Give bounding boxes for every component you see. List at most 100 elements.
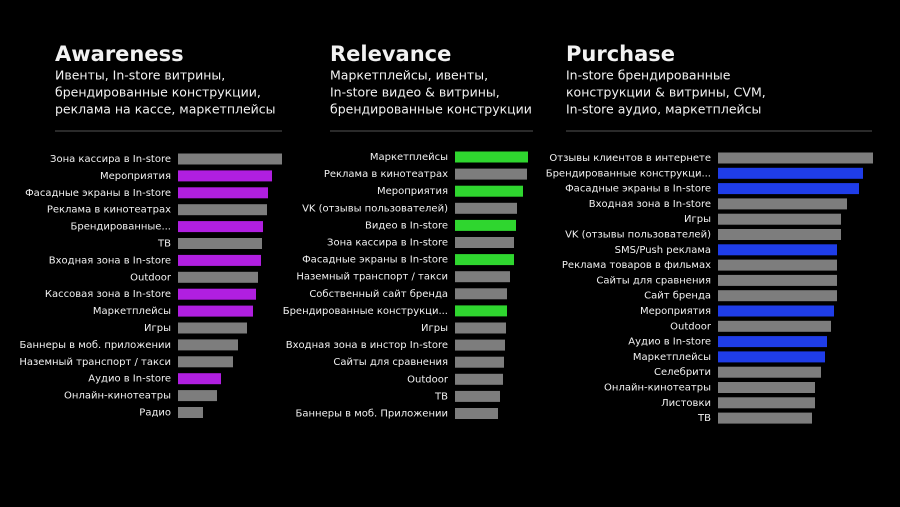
panel-subtitle: Маркетплейсы, ивенты, [330, 68, 488, 83]
bar-label: Мероприятия [377, 186, 448, 197]
bar [178, 390, 217, 402]
bar [718, 320, 831, 332]
bar [718, 351, 825, 363]
bar [178, 339, 238, 351]
bar-label: Аудио в In-store [88, 374, 171, 385]
bar-label: Outdoor [670, 321, 712, 332]
bar-label: Мероприятия [640, 306, 711, 317]
bar-label: ТВ [697, 413, 711, 424]
bar [178, 407, 203, 418]
bar-label: Аудио в In-store [628, 337, 711, 348]
bar-label: Радио [139, 408, 171, 419]
bar [178, 170, 272, 182]
bar [455, 202, 517, 214]
bar-label: Брендированные конструкци... [283, 306, 448, 317]
bar [455, 305, 507, 317]
bar [718, 274, 837, 286]
panel-title: Awareness [55, 42, 184, 66]
bar [455, 356, 504, 368]
bar-label: VK (отзывы пользователей) [565, 230, 711, 241]
bar [178, 356, 233, 368]
bar-label: Зона кассира в In-store [327, 238, 448, 249]
bar [718, 183, 859, 195]
bar [178, 221, 263, 233]
bar-label: Входная зона в In-store [589, 199, 711, 210]
bar-label: Реклама в кинотеатрах [47, 205, 171, 216]
panel-subtitle: In-store видео & витрины, [330, 85, 500, 100]
panel-subtitle: In-store аудио, маркетплейсы [566, 102, 761, 117]
bar-label: Маркетплейсы [93, 306, 171, 317]
bar [718, 167, 863, 179]
bar [178, 373, 221, 385]
bar [718, 366, 821, 378]
bar-label: Сайты для сравнения [596, 275, 711, 286]
bar [455, 288, 507, 300]
panel-title: Relevance [330, 42, 451, 66]
bar [455, 339, 505, 351]
bar [178, 238, 262, 249]
bar [455, 151, 528, 163]
bar-label: Зона кассира в In-store [50, 154, 171, 165]
bar [718, 290, 837, 302]
bar-label: Наземный транспорт / такси [296, 272, 448, 283]
bar-label: SMS/Push реклама [615, 245, 711, 256]
bar [455, 219, 516, 231]
bar-label: ТВ [434, 391, 448, 402]
bar [718, 305, 834, 317]
bar [455, 408, 498, 419]
bar [455, 185, 523, 197]
bar-label: Селебрити [654, 367, 711, 378]
bar-label: Реклама товаров в фильмах [562, 260, 711, 271]
bar-label: Outdoor [130, 272, 172, 283]
bar [178, 322, 247, 334]
bar-label: VK (отзывы пользователей) [302, 203, 448, 214]
bar-label: Маркетплейсы [633, 352, 711, 363]
panel-subtitle: брендированные конструкции [330, 102, 532, 117]
bar-label: Видео в In-store [365, 220, 448, 231]
bar [718, 397, 815, 409]
bar-label: Мероприятия [100, 171, 171, 182]
bar-label: Фасадные экраны в In-store [302, 255, 448, 266]
bar-label: Игры [684, 214, 711, 225]
panel-title: Purchase [566, 42, 675, 66]
panel-subtitle: In-store брендированные [566, 68, 731, 83]
bar-label: ТВ [157, 239, 171, 250]
bar-label: Сайт бренда [644, 291, 711, 302]
bar [455, 373, 503, 385]
bar [178, 271, 258, 283]
bar-label: Входная зона в In-store [49, 255, 171, 266]
bar-label: Листовки [661, 398, 711, 409]
bar-label: Outdoor [407, 374, 449, 385]
bar [455, 390, 500, 402]
bar-label: Отзывы клиентов в интернете [549, 153, 711, 164]
bar [718, 259, 837, 271]
panel-subtitle: реклама на кассе, маркетплейсы [55, 102, 276, 117]
bar-label: Сайты для сравнения [333, 357, 448, 368]
bar [718, 229, 841, 240]
bar [718, 152, 873, 164]
bar [718, 382, 815, 393]
bar [178, 187, 268, 199]
bar-label: Собственный сайт бренда [309, 289, 448, 300]
bar-label: Игры [144, 323, 171, 334]
bar [718, 198, 847, 210]
bar-label: Реклама в кинотеатрах [324, 169, 448, 180]
bar [455, 237, 514, 248]
bar [455, 168, 527, 180]
bar-label: Маркетплейсы [370, 152, 448, 163]
bar [718, 336, 827, 348]
bar [178, 254, 261, 266]
bar [455, 271, 510, 283]
bar [455, 254, 514, 266]
bar [178, 153, 282, 165]
bar-label: Онлайн-кинотеатры [64, 391, 171, 402]
bar-label: Брендированные конструкци... [546, 168, 711, 179]
bar [718, 412, 812, 424]
bar-label: Кассовая зона в In-store [45, 289, 171, 300]
bar-label: Баннеры в моб. приложении [20, 340, 172, 351]
bar-label: Баннеры в моб. Приложении [296, 409, 448, 420]
bar [178, 204, 267, 216]
bar [178, 288, 256, 300]
bar-label: Фасадные экраны в In-store [565, 184, 711, 195]
